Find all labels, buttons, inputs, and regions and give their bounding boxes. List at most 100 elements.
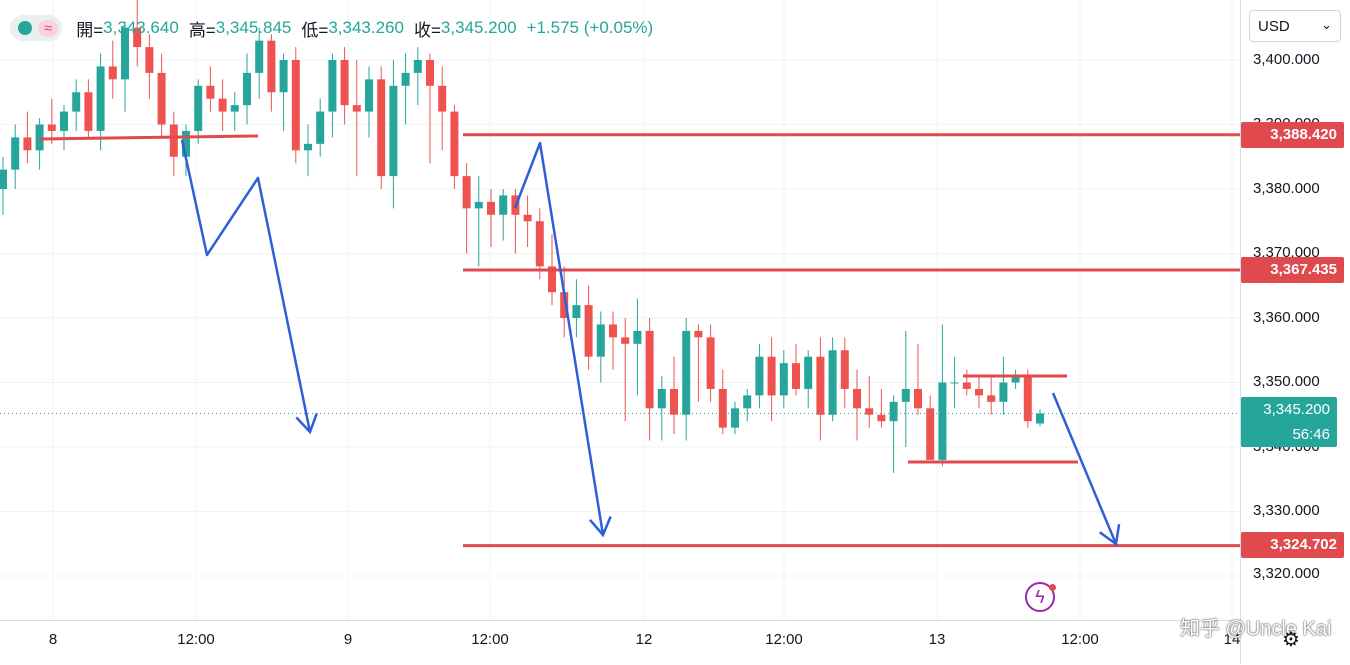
price-axis[interactable]: USD ⌄ 3,400.000 3,390.000 3,380.000 3,37… xyxy=(1240,0,1350,664)
candle-body xyxy=(804,356,813,389)
level-label: 3,367.435 xyxy=(1241,257,1344,283)
arrow-head xyxy=(589,516,612,538)
candle-body xyxy=(548,266,556,293)
candle-body xyxy=(230,105,239,112)
candle-body xyxy=(47,124,56,131)
arrow-head xyxy=(1099,524,1121,547)
candle-body xyxy=(121,27,129,80)
candle-body xyxy=(889,401,898,422)
market-status-dot xyxy=(18,21,32,35)
candle-body xyxy=(389,85,398,177)
time-tick: 12:00 xyxy=(471,631,509,648)
price-tick: 3,320.000 xyxy=(1253,565,1320,582)
candle-body xyxy=(694,330,703,338)
price-tick: 3,400.000 xyxy=(1253,51,1320,68)
candle-body xyxy=(950,382,959,384)
candle-body xyxy=(206,85,215,99)
current-price-badge: 3,345.200 56:46 xyxy=(1241,397,1337,447)
trend-arrow xyxy=(513,141,605,536)
candle-body xyxy=(84,92,93,131)
chevron-down-icon: ⌄ xyxy=(1321,17,1332,32)
candle-body xyxy=(706,337,715,389)
candle-body xyxy=(609,324,617,338)
price-chart[interactable] xyxy=(0,0,1240,620)
time-tick: 12:00 xyxy=(177,631,215,648)
candle-body xyxy=(596,324,605,357)
time-tick: 14 xyxy=(1223,631,1241,648)
settings-icon[interactable]: ⚙ xyxy=(1282,629,1300,651)
candle-body xyxy=(682,330,691,415)
candle-body xyxy=(450,111,459,177)
candle-body xyxy=(865,408,874,415)
time-tick: 8 xyxy=(48,631,58,648)
candle-body xyxy=(828,350,837,415)
arrow-head xyxy=(295,412,318,435)
candle-body xyxy=(584,305,593,357)
candle-body xyxy=(108,66,117,80)
candle-body xyxy=(426,60,434,86)
candle-body xyxy=(11,137,20,170)
open-value: 3,343.640 xyxy=(103,18,179,37)
candle-body xyxy=(304,143,312,151)
candle-body xyxy=(926,408,935,460)
candle-body xyxy=(621,337,630,344)
trend-arrow xyxy=(1051,392,1118,545)
candle-body xyxy=(352,105,361,112)
candle-body xyxy=(877,414,886,422)
support-segment xyxy=(39,134,259,141)
candle-body xyxy=(182,130,190,157)
price-tick: 3,380.000 xyxy=(1253,180,1320,197)
candle-body xyxy=(243,72,251,106)
price-tick: 3,350.000 xyxy=(1253,373,1320,390)
candle-body xyxy=(377,79,386,177)
candle-body xyxy=(987,395,996,402)
currency-select[interactable]: USD ⌄ xyxy=(1249,10,1341,42)
currency-value: USD xyxy=(1258,18,1290,35)
bar-countdown: 56:46 xyxy=(1292,426,1330,443)
candle-body xyxy=(731,408,739,428)
candle-body xyxy=(218,98,227,112)
candle-body xyxy=(840,350,849,389)
candle-body xyxy=(316,111,325,144)
candle-body xyxy=(499,195,508,215)
level-label: 3,324.702 xyxy=(1241,532,1344,558)
candle-body xyxy=(72,92,81,112)
candle-body xyxy=(999,382,1008,402)
candle-body xyxy=(779,363,788,396)
candle-body xyxy=(718,388,727,428)
candle-body xyxy=(523,214,532,222)
grid-lines xyxy=(0,0,1240,620)
candle-body xyxy=(462,176,471,209)
candle-body xyxy=(975,388,983,396)
candle-body xyxy=(255,40,264,73)
close-value: 3,345.200 xyxy=(440,18,517,37)
ohlc-legend: ≈ 開= 3,343.640 高= 3,345.845 低= 3,343.260 收=… xyxy=(10,15,663,41)
time-axis[interactable]: 8 12:00 9 12:00 12 12:00 13 12:00 14 xyxy=(0,620,1240,665)
candle-body xyxy=(60,111,68,131)
candle-body xyxy=(670,388,678,415)
candle-body xyxy=(938,382,947,460)
open-label: 開= xyxy=(76,20,104,40)
wave-icon[interactable]: ≈ xyxy=(38,19,59,37)
candle-body xyxy=(1011,376,1020,383)
candle-body xyxy=(1023,376,1032,422)
candle-body xyxy=(755,356,764,396)
time-tick: 9 xyxy=(343,631,353,648)
candle-body xyxy=(560,292,569,318)
candle-body xyxy=(962,382,971,389)
candle-body xyxy=(438,85,447,112)
candle-body xyxy=(133,27,142,48)
candle-body xyxy=(291,60,300,151)
candle-body xyxy=(267,40,276,93)
candle-body xyxy=(169,124,178,157)
watermark: 知乎 @Uncle Kai xyxy=(1180,618,1332,640)
candle-body xyxy=(328,60,337,112)
flash-icon[interactable]: ϟ xyxy=(1025,582,1055,612)
symbol-status-pill[interactable]: ≈ xyxy=(10,15,63,41)
candle-body xyxy=(474,201,483,209)
candlesticks xyxy=(0,0,1044,473)
change-value: +1.575 (+0.05%) xyxy=(526,18,654,37)
time-tick: 12 xyxy=(635,631,653,648)
candle-body xyxy=(487,201,495,215)
candle-body xyxy=(535,221,544,267)
